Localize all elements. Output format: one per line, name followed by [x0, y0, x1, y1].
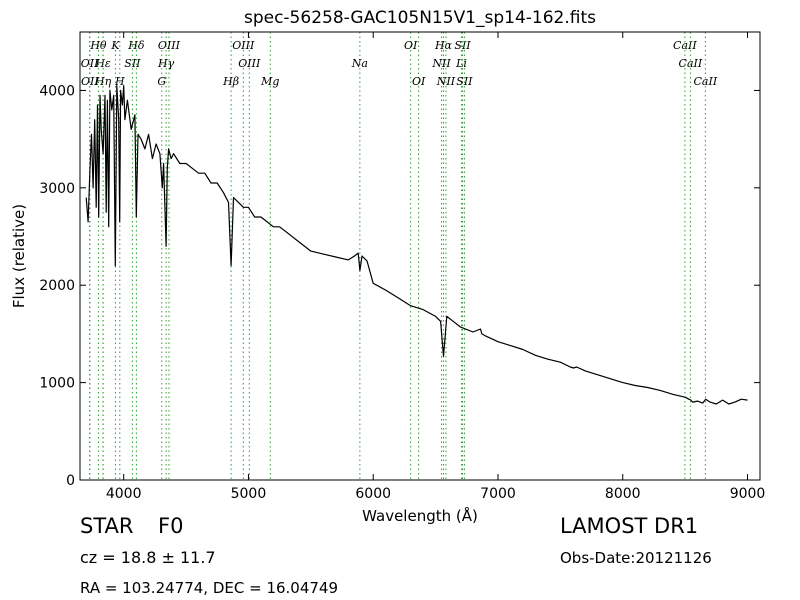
coordinates: RA = 103.24774, DEC = 16.04749 [80, 579, 339, 597]
x-tick-label: 4000 [106, 486, 142, 502]
axis-ticks: 4000 5000 6000 7000 8000 9000 0 1000 2000 3000 400… [39, 32, 765, 502]
line-marker-label: Hγ [157, 57, 175, 70]
line-marker-label: Li [455, 57, 467, 70]
line-marker-label: OIII [158, 39, 181, 52]
line-marker-label: OI [404, 39, 418, 52]
chart-title: spec-56258-GAC105N15V1_sp14-162.fits [244, 8, 596, 28]
line-marker-label: CaII [673, 39, 697, 52]
line-marker-label: SII [124, 57, 141, 70]
line-marker-label: NII [431, 57, 451, 70]
x-tick-label: 5000 [231, 486, 267, 502]
y-axis-label: Flux (relative) [10, 204, 28, 308]
x-tick-label: 9000 [730, 486, 766, 502]
y-tick-label: 1000 [39, 376, 75, 392]
y-tick-label: 2000 [39, 278, 75, 294]
line-marker-label: SII [456, 75, 473, 88]
line-marker-label: CaII [694, 75, 718, 88]
plot-frame [79, 31, 761, 481]
y-tick-label: 4000 [39, 83, 75, 99]
object-subclass: F0 [158, 514, 184, 538]
line-marker-label: H [114, 75, 125, 88]
line-marker-label: Mg [260, 75, 279, 88]
line-marker-label: G [157, 75, 166, 88]
object-class: STAR [80, 514, 134, 538]
x-tick-label: 7000 [480, 486, 516, 502]
line-marker-label: K [110, 39, 120, 52]
observation-date: Obs-Date:20121126 [560, 549, 712, 567]
line-marker-label: OII [81, 75, 99, 88]
line-marker-label: Hβ [222, 75, 239, 88]
y-tick-label: 0 [66, 473, 75, 489]
line-marker-label: OIII [232, 39, 255, 52]
x-axis-label: Wavelength (Å) [362, 506, 478, 525]
line-marker-label: SII [454, 39, 471, 52]
line-marker-label: Hη [94, 75, 112, 88]
line-marker-label: OIII [238, 57, 261, 70]
line-marker-label: Hδ [127, 39, 145, 52]
y-tick-label: 3000 [39, 181, 75, 197]
x-tick-label: 8000 [605, 486, 641, 502]
line-marker-label: Na [351, 57, 368, 70]
line-marker-label: CaII [679, 57, 703, 70]
line-marker-label: NII [436, 75, 456, 88]
line-marker-label: OI [412, 75, 426, 88]
spectrum-series-line [85, 84, 748, 405]
line-marker-label: Hθ [89, 39, 107, 52]
survey-name: LAMOST DR1 [560, 514, 699, 538]
redshift-value: cz = 18.8 ± 11.7 [80, 548, 216, 567]
line-marker-label: Hα [434, 39, 453, 52]
x-tick-label: 6000 [355, 486, 391, 502]
